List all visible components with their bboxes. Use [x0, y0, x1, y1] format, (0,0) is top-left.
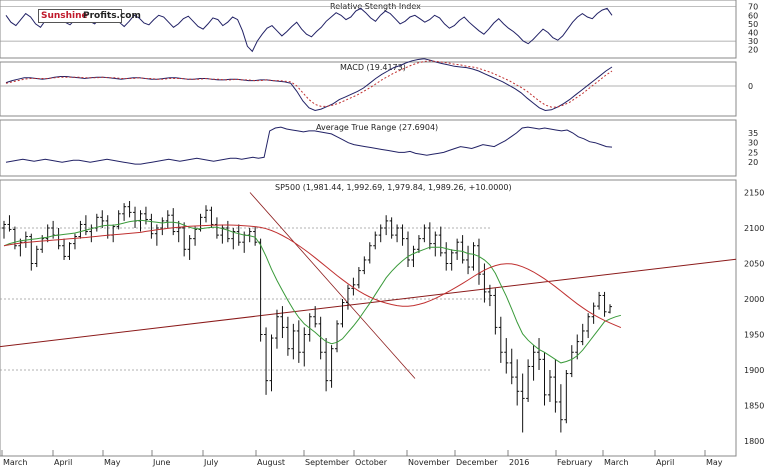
x-tick-label: March [604, 458, 628, 467]
price-y-tick-label: 1850 [744, 402, 764, 411]
x-tick-label: July [203, 458, 219, 467]
price-y-tick-label: 1800 [744, 437, 764, 446]
x-tick-label: November [408, 458, 450, 467]
x-tick-label: May [104, 458, 121, 467]
x-tick-label: April [54, 458, 72, 467]
declining-trendline [249, 192, 416, 379]
rsi-y-tick-label: 20 [748, 46, 758, 55]
x-tick-label: 2016 [509, 458, 529, 467]
x-tick-label: October [355, 458, 388, 467]
macd-line [5, 58, 613, 112]
x-tick-label: April [656, 458, 674, 467]
price-y-tick-label: 2100 [744, 224, 764, 233]
atr-panel-frame [0, 119, 737, 177]
x-tick-label: June [152, 458, 171, 467]
x-tick-label: September [305, 458, 350, 467]
atr-title: Average True Range (27.6904) [316, 123, 438, 132]
sunshine-profits-logo: Sunshine Profits.com [38, 9, 141, 23]
macd-signal-line [5, 60, 613, 108]
atr-line [5, 126, 613, 165]
atr-y-tick-label: 20 [748, 158, 758, 167]
macd-panel-frame [0, 61, 737, 117]
price-y-tick-label: 1950 [744, 331, 764, 340]
rsi-y-tick-label: 50 [748, 20, 758, 29]
price-y-tick-label: 2150 [744, 189, 764, 198]
rsi-panel-frame [0, 0, 737, 59]
short-moving-average [3, 219, 622, 364]
rsi-y-tick-label: 40 [748, 29, 758, 38]
macd-y-tick-label: 0 [748, 82, 753, 91]
atr-y-tick-label: 25 [748, 148, 758, 157]
long-term-trendline [0, 258, 737, 348]
rsi-y-tick-label: 60 [748, 11, 758, 20]
atr-y-tick-label: 35 [748, 129, 758, 138]
rsi-y-tick-label: 70 [748, 3, 758, 12]
rsi-y-tick-label: 30 [748, 37, 758, 46]
x-tick-label: March [3, 458, 27, 467]
logo-part-2: Profits.com [83, 11, 141, 21]
x-tick-label: August [257, 458, 285, 467]
long-moving-average [3, 224, 622, 329]
x-tick-label: December [456, 458, 498, 467]
logo-part-1: Sunshine [41, 11, 88, 21]
price-title: SP500 (1,981.44, 1,992.69, 1,979.84, 1,9… [275, 183, 512, 192]
macd-title: MACD (19.4173) [340, 63, 406, 72]
x-tick-label: February [557, 458, 593, 467]
price-y-tick-label: 2000 [744, 295, 764, 304]
price-y-tick-label: 1900 [744, 366, 764, 375]
price-y-tick-label: 2050 [744, 260, 764, 269]
price-panel-frame [0, 179, 737, 457]
x-tick-label: May [706, 458, 723, 467]
atr-y-tick-label: 30 [748, 139, 758, 148]
